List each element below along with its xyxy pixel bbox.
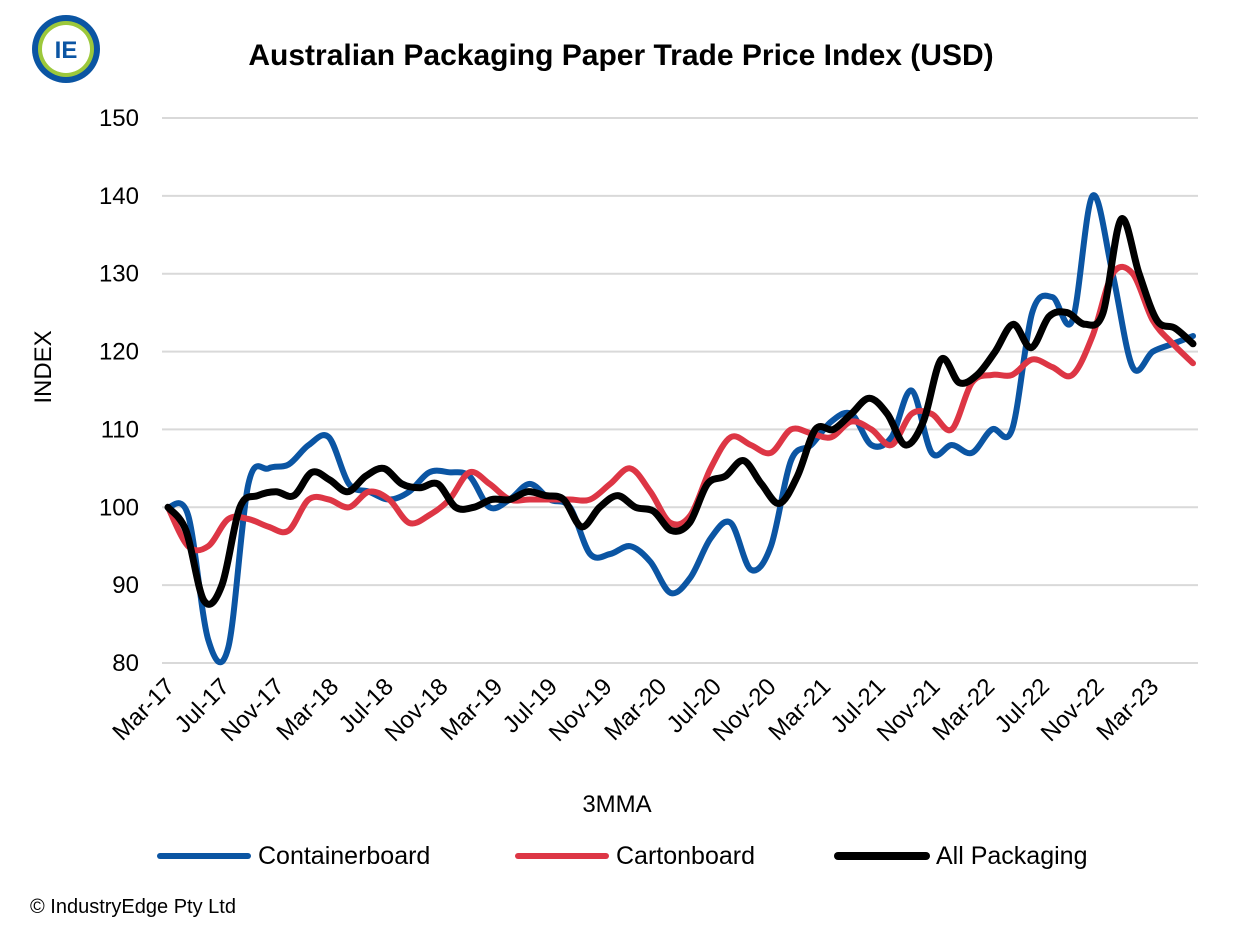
- legend-label: Cartonboard: [616, 842, 755, 870]
- gridlines: [162, 117, 1198, 664]
- x-axis-label: 3MMA: [582, 791, 651, 818]
- copyright-text: © IndustryEdge Pty Ltd: [30, 896, 236, 918]
- legend-item-containerboard: Containerboard: [157, 842, 430, 870]
- y-tick-label: 130: [99, 261, 139, 288]
- all-packaging-line: [164, 215, 1197, 608]
- legend-item-cartonboard: Cartonboard: [515, 842, 755, 870]
- series-lines: [164, 192, 1197, 666]
- y-tick-label: 140: [99, 183, 139, 210]
- x-tick-label: Mar-22: [927, 673, 1000, 746]
- x-tick-label: Mar-18: [271, 673, 344, 746]
- y-tick-label: 120: [99, 339, 139, 366]
- y-tick-label: 110: [101, 416, 139, 443]
- x-tick-label: Mar-21: [763, 673, 836, 746]
- x-tick-label: Mar-20: [599, 673, 672, 746]
- x-axis-ticks: Mar-17Jul-17Nov-17Mar-18Jul-18Nov-18Mar-…: [107, 673, 1164, 747]
- logo-text: IE: [55, 37, 78, 64]
- legend: Containerboard Cartonboard All Packaging: [157, 842, 1087, 870]
- containerboard-line: [165, 192, 1196, 666]
- chart-title: Australian Packaging Paper Trade Price I…: [248, 39, 993, 72]
- industryedge-logo: IE: [32, 15, 100, 83]
- x-tick-label: Mar-17: [107, 673, 180, 746]
- y-axis-label: INDEX: [30, 330, 57, 403]
- legend-item-all-packaging: All Packaging: [834, 842, 1087, 870]
- cartonboard-line: [165, 263, 1196, 554]
- y-tick-label: 80: [112, 650, 139, 677]
- legend-label: Containerboard: [258, 842, 430, 870]
- y-tick-label: 150: [99, 105, 139, 132]
- x-tick-label: Mar-23: [1091, 673, 1164, 746]
- x-tick-label: Mar-19: [435, 673, 508, 746]
- y-axis-ticks: 80 90 100 110 120 130 140 150: [99, 105, 139, 677]
- legend-label: All Packaging: [936, 842, 1087, 870]
- y-tick-label: 100: [99, 494, 139, 521]
- y-tick-label: 90: [112, 572, 139, 599]
